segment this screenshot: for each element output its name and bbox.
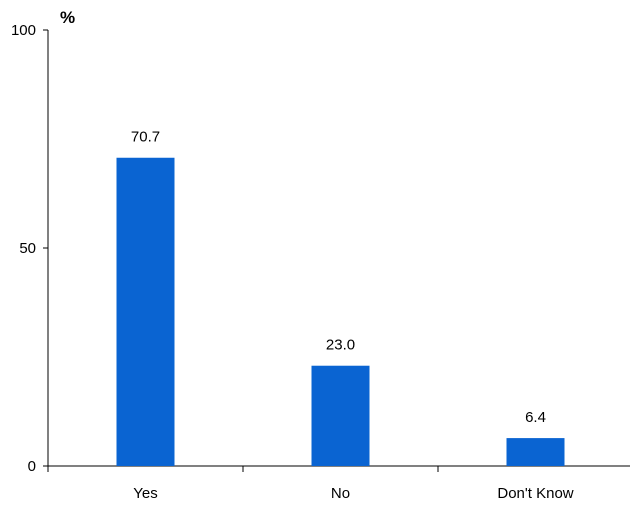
data-label: 70.7 — [131, 129, 160, 146]
bar-don-t-know — [506, 438, 565, 466]
data-label: 6.4 — [525, 409, 546, 426]
category-labels: Yes No Don't Know — [133, 485, 574, 502]
y-axis-ticks: 0 50 100 — [11, 22, 48, 475]
category-label: Don't Know — [497, 485, 573, 502]
category-label: Yes — [133, 485, 157, 502]
bar-yes — [116, 157, 175, 467]
y-axis-unit-label: % — [60, 8, 75, 27]
data-label: 23.0 — [326, 337, 355, 354]
x-axis-ticks — [47, 466, 439, 472]
y-tick-label: 0 — [28, 458, 36, 475]
y-tick-label: 100 — [11, 22, 36, 39]
bars — [116, 157, 565, 467]
bar-no — [311, 365, 370, 466]
data-labels: 70.7 23.0 6.4 — [131, 129, 546, 426]
category-label: No — [331, 485, 350, 502]
y-tick-label: 50 — [19, 240, 36, 257]
